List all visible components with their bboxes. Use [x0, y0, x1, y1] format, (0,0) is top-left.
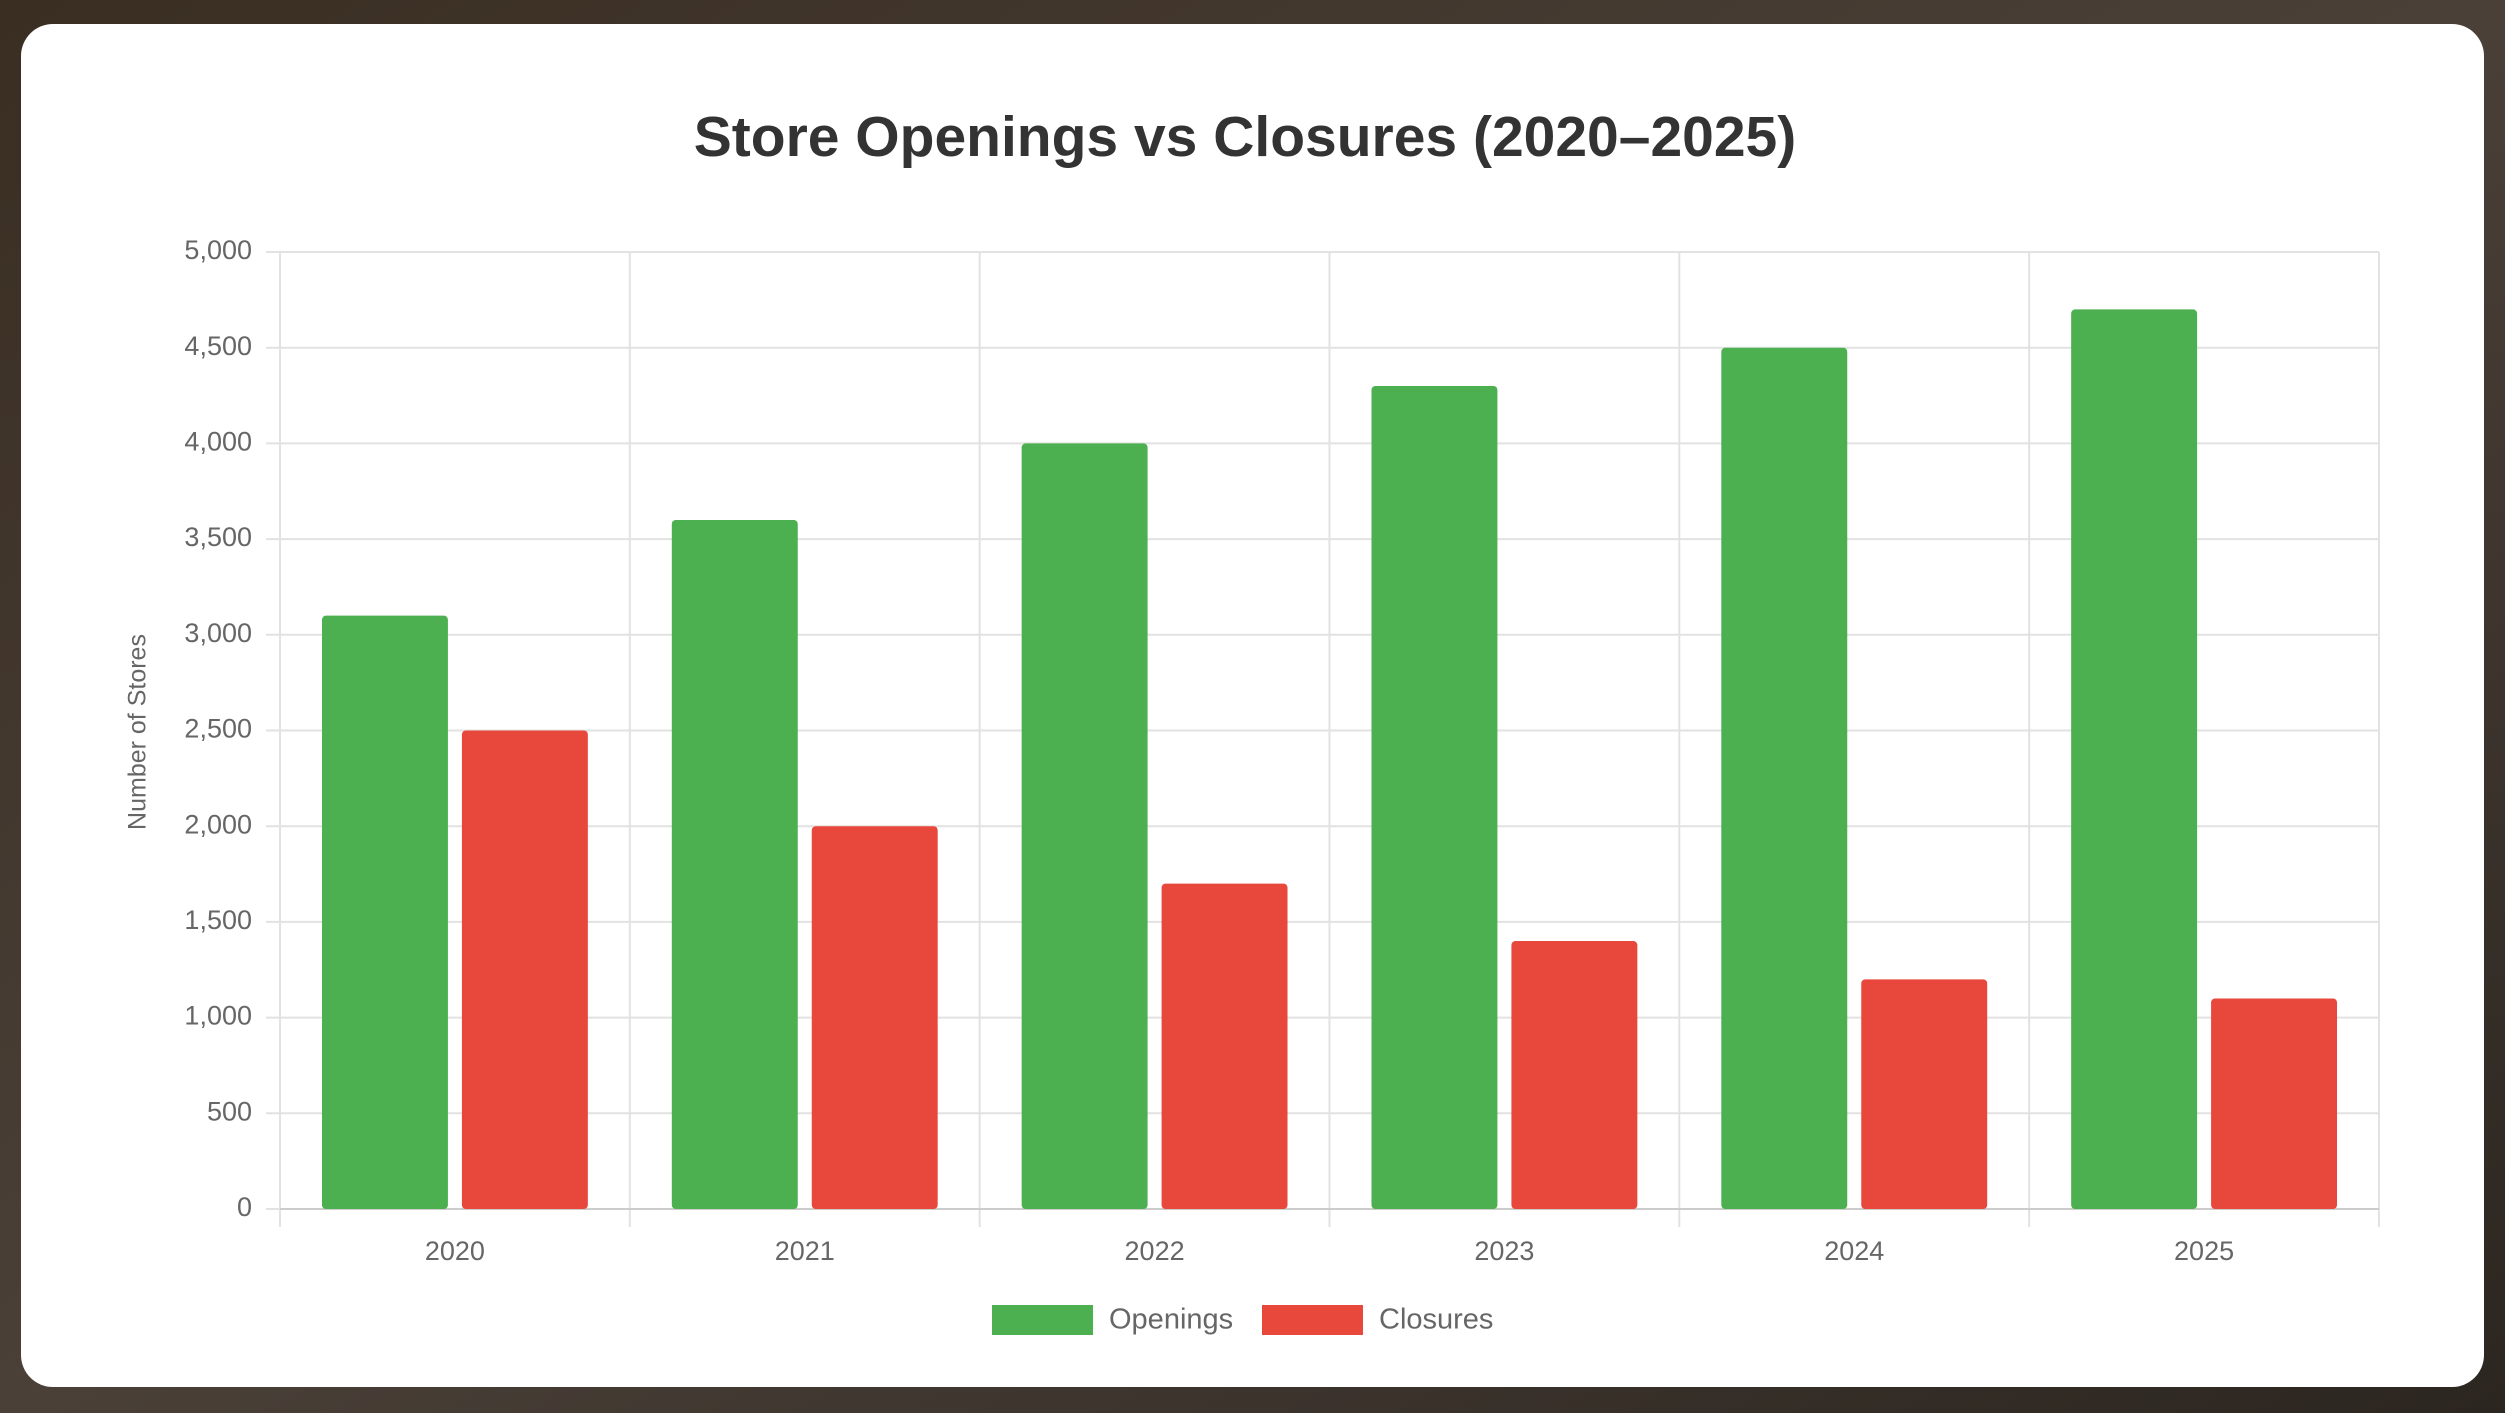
bar: [1371, 385, 1498, 1210]
x-tick-label: 2020: [425, 1236, 485, 1266]
legend-label: Closures: [1379, 1304, 1493, 1336]
chart-title: Store Openings vs Closures (2020–2025): [694, 105, 1796, 169]
bar: [321, 615, 448, 1209]
y-tick-label: 2,000: [184, 809, 252, 839]
y-tick-label: 5,000: [184, 235, 252, 265]
y-tick-label: 2,500: [184, 714, 252, 744]
y-tick-label: 1,000: [184, 1001, 252, 1031]
y-tick-label: 4,000: [184, 427, 252, 457]
legend-label: Openings: [1109, 1304, 1233, 1336]
y-tick-label: 1,500: [184, 905, 252, 935]
y-tick-label: 500: [207, 1096, 252, 1126]
x-tick-label: 2023: [1474, 1236, 1534, 1266]
y-tick-label: 0: [237, 1192, 252, 1222]
y-tick-label: 3,000: [184, 618, 252, 648]
x-tick-label: 2021: [775, 1236, 835, 1266]
bar: [1861, 979, 1988, 1209]
x-tick-label: 2024: [1824, 1236, 1884, 1266]
bar: [1511, 941, 1638, 1209]
bar: [2211, 998, 2338, 1209]
x-tick-label: 2022: [1125, 1236, 1185, 1266]
legend-swatch: [992, 1305, 1093, 1335]
y-tick-label: 3,500: [184, 522, 252, 552]
bar: [461, 730, 588, 1209]
y-axis-label: Number of Stores: [124, 634, 152, 830]
bar: [2071, 309, 2198, 1209]
x-tick-label: 2025: [2174, 1236, 2234, 1266]
legend-swatch: [1262, 1305, 1363, 1335]
bar: [671, 519, 798, 1209]
bar: [811, 826, 938, 1209]
bar: [1721, 347, 1848, 1209]
y-tick-label: 4,500: [184, 331, 252, 361]
bar: [1161, 883, 1288, 1209]
bar: [1021, 443, 1148, 1209]
